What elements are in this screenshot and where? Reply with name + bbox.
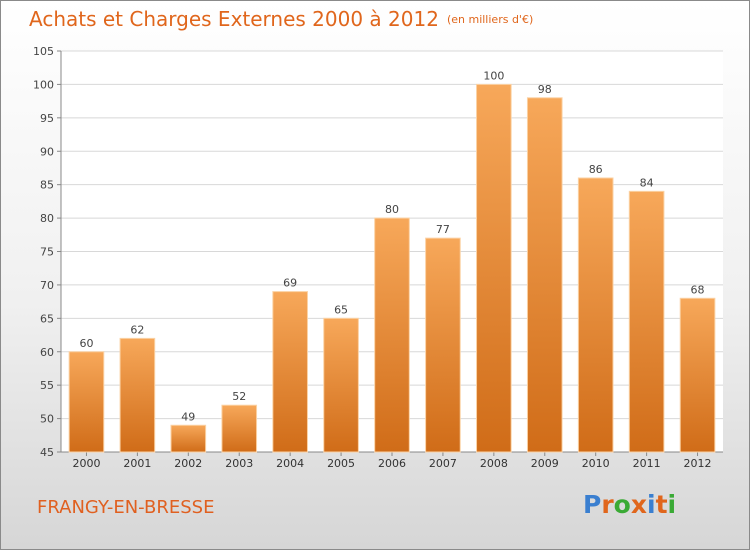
bar-2006	[374, 217, 410, 453]
bar-2012	[679, 297, 716, 453]
data-label-2008: 100	[483, 69, 504, 82]
data-label-2000: 60	[79, 337, 93, 350]
chart-unit-label: (en milliers d'€)	[446, 13, 534, 26]
bar-2001	[119, 337, 156, 453]
bar-2007	[425, 237, 461, 453]
location-name: FRANGY-EN-BRESSE	[37, 497, 215, 518]
y-tick-label: 50	[40, 413, 54, 426]
data-label-2007: 77	[436, 223, 450, 236]
logo-letter: i	[647, 490, 656, 519]
x-tick-label-2010: 2010	[582, 457, 610, 470]
data-label-2011: 84	[640, 176, 654, 189]
bar-2003	[221, 404, 258, 453]
x-tick-label-2004: 2004	[276, 457, 304, 470]
x-tick-label-2002: 2002	[174, 457, 202, 470]
data-label-2006: 80	[385, 203, 399, 216]
y-tick-label: 65	[40, 312, 54, 325]
logo-letter: i	[667, 490, 677, 519]
x-tick-label-2003: 2003	[225, 457, 253, 470]
y-tick-label: 95	[40, 112, 54, 125]
y-tick-label: 85	[40, 179, 54, 192]
y-tick-label: 100	[33, 78, 54, 91]
y-tick-label: 70	[40, 279, 54, 292]
logo-letter: r	[601, 490, 614, 519]
x-tick-label-2001: 2001	[123, 457, 151, 470]
chart-title-text: Achats et Charges Externes 2000 à 2012	[29, 7, 439, 31]
axes: 45 50 55 60 65 70 75 80 85 90 95 100 105 2000 2001 2002…	[33, 45, 723, 470]
x-tick-label-2005: 2005	[327, 457, 355, 470]
chart-title: Achats et Charges Externes 2000 à 2012 (e…	[29, 7, 533, 31]
data-label-2010: 86	[589, 163, 603, 176]
y-tick-label: 80	[40, 212, 54, 225]
x-tick-label-2006: 2006	[378, 457, 406, 470]
x-tick-label-2009: 2009	[531, 457, 559, 470]
data-label-2003: 52	[232, 390, 246, 403]
bar-2009	[526, 97, 563, 453]
x-tick-label-2011: 2011	[633, 457, 661, 470]
y-tick-label: 75	[40, 246, 54, 259]
y-tick-label: 105	[33, 45, 54, 58]
bar-2010	[577, 177, 614, 453]
x-tick-label-2012: 2012	[684, 457, 712, 470]
logo-letter: P	[583, 490, 602, 519]
data-label-2001: 62	[130, 323, 144, 336]
bar-2011	[628, 190, 665, 453]
data-label-2002: 49	[181, 410, 195, 423]
data-labels: 60 62 49 52 69 65 80 77 100 98 86 84 68	[79, 69, 704, 423]
logo-letter: x	[630, 490, 647, 519]
data-label-2004: 69	[283, 277, 297, 290]
bar-2002	[170, 424, 207, 453]
x-tick-label-2000: 2000	[72, 457, 100, 470]
logo-letter: o	[613, 490, 631, 519]
proxiti-logo: Proxiti	[583, 490, 676, 519]
bar-2000	[68, 351, 105, 453]
y-tick-label: 90	[40, 145, 54, 158]
bar-2005	[323, 317, 359, 453]
x-tick-label-2007: 2007	[429, 457, 457, 470]
bar-2004	[272, 291, 308, 453]
y-tick-label: 55	[40, 379, 54, 392]
bar-2008	[476, 83, 512, 453]
x-tick-label-2008: 2008	[480, 457, 508, 470]
data-label-2009: 98	[538, 83, 552, 96]
data-label-2012: 68	[691, 283, 705, 296]
y-tick-label: 45	[40, 446, 54, 459]
data-label-2005: 65	[334, 303, 348, 316]
logo-letter: t	[655, 490, 668, 519]
bars	[68, 83, 716, 453]
y-tick-label: 60	[40, 346, 54, 359]
